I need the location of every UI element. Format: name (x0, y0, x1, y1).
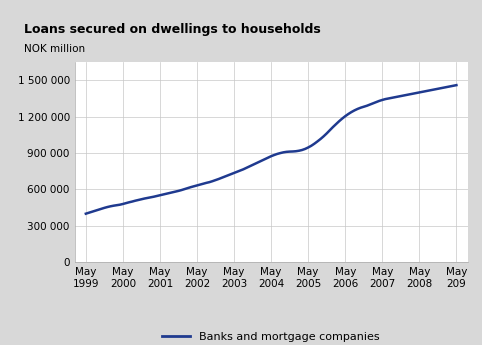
Text: NOK million: NOK million (24, 44, 85, 54)
Text: Loans secured on dwellings to households: Loans secured on dwellings to households (24, 23, 321, 36)
Legend: Banks and mortgage companies: Banks and mortgage companies (158, 328, 384, 345)
